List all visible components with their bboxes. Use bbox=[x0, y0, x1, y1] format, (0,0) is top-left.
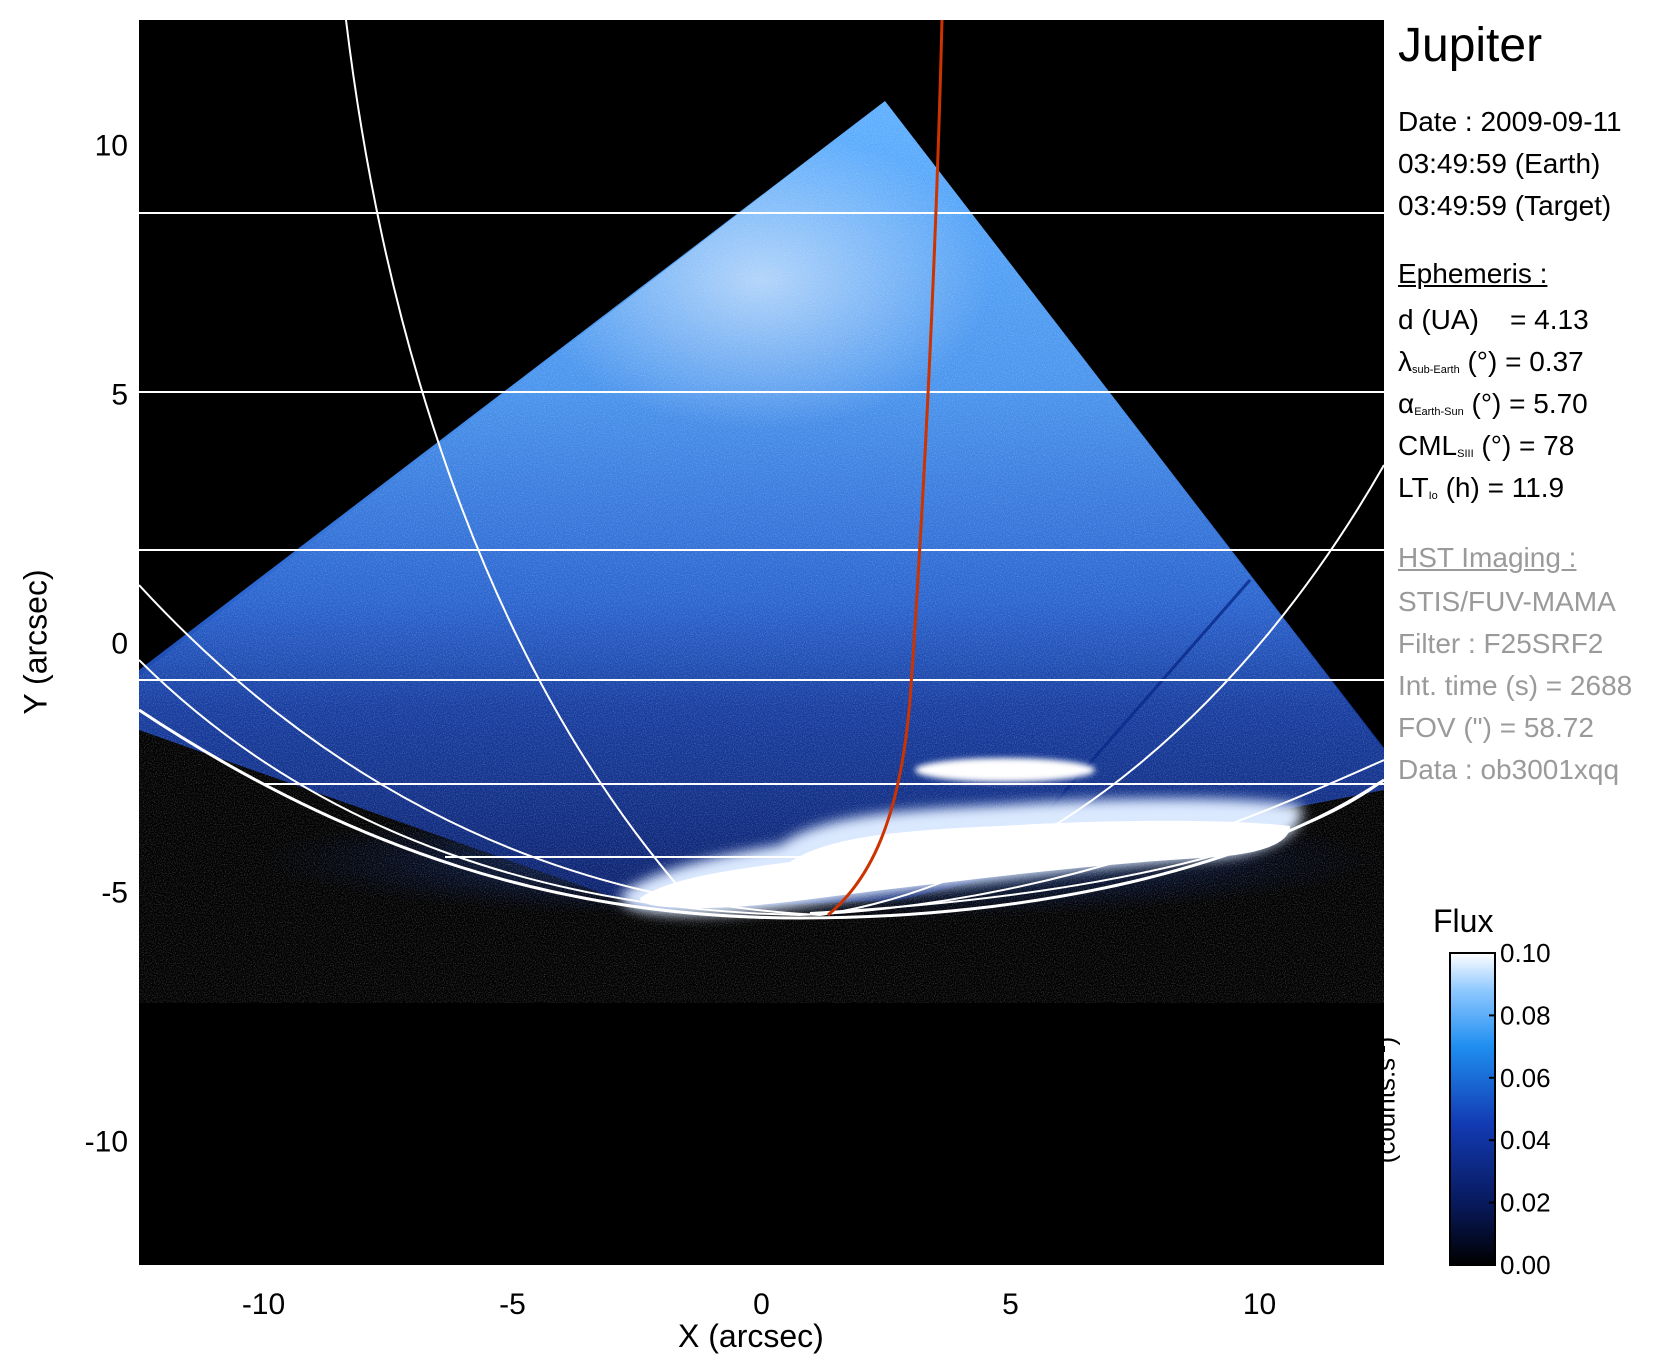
ephemeris-line: αEarth-Sun (°) = 5.70 bbox=[1398, 388, 1588, 419]
io-footprint-curve bbox=[827, 20, 944, 917]
colorbar-tick-label: 0.08 bbox=[1500, 1000, 1551, 1030]
colorbar-title: Flux bbox=[1433, 903, 1494, 939]
colorbar-tick-label: 0.00 bbox=[1500, 1250, 1551, 1280]
ephemeris-line: CMLSIII (°) = 78 bbox=[1398, 430, 1575, 461]
ephemeris-line: λsub-Earth (°) = 0.37 bbox=[1398, 346, 1584, 377]
hst-line: Int. time (s) = 2688 bbox=[1398, 670, 1633, 701]
colorbar-tick-label: 0.06 bbox=[1500, 1063, 1551, 1093]
colorbar bbox=[1449, 952, 1496, 1266]
x-tick-label: 10 bbox=[1243, 1288, 1276, 1321]
y-tick-label: 5 bbox=[111, 379, 128, 412]
y-axis-label: Y (arcsec) bbox=[17, 569, 54, 715]
time-earth: 03:49:59 (Earth) bbox=[1398, 148, 1601, 179]
x-axis-label: X (arcsec) bbox=[678, 1318, 824, 1354]
ephemeris-line: LTIo (h) = 11.9 bbox=[1398, 472, 1565, 503]
hst-line: FOV (") = 58.72 bbox=[1398, 712, 1594, 743]
y-tick-label: 10 bbox=[95, 130, 128, 163]
latitude-grid bbox=[139, 212, 1384, 858]
meridian-grid bbox=[139, 20, 1384, 920]
ephemeris-line: d (UA) = 4.13 bbox=[1398, 304, 1589, 335]
hst-line: STIS/FUV-MAMA bbox=[1398, 586, 1616, 617]
y-tick-label: -10 bbox=[85, 1126, 128, 1159]
x-tick-label: -10 bbox=[242, 1288, 285, 1321]
colorbar-unit: (counts.s-1) bbox=[1370, 1036, 1401, 1164]
target-title: Jupiter bbox=[1398, 19, 1543, 72]
y-tick-label: 0 bbox=[111, 628, 128, 661]
x-tick-labels: -10 -5 0 5 10 bbox=[242, 1288, 1276, 1321]
detector-streak bbox=[1038, 579, 1252, 821]
colorbar-ticks: 0.10 0.08 0.06 0.04 0.02 0.00 bbox=[1489, 938, 1551, 1280]
y-tick-label: -5 bbox=[101, 877, 128, 910]
x-tick-label: 5 bbox=[1002, 1288, 1019, 1321]
hst-line: Data : ob3001xqq bbox=[1398, 754, 1620, 785]
date-line: Date : 2009-09-11 bbox=[1398, 106, 1622, 137]
x-tick-label: -5 bbox=[499, 1288, 526, 1321]
hst-header: HST Imaging : bbox=[1398, 542, 1577, 573]
time-target: 03:49:59 (Target) bbox=[1398, 190, 1612, 221]
y-tick-labels: 10 5 0 -5 -10 bbox=[85, 130, 128, 1159]
colorbar-tick-label: 0.02 bbox=[1500, 1188, 1551, 1218]
planet-limb bbox=[139, 708, 1384, 920]
ephemeris-header: Ephemeris : bbox=[1398, 258, 1548, 289]
x-tick-label: 0 bbox=[753, 1288, 770, 1321]
colorbar-tick-label: 0.10 bbox=[1500, 938, 1551, 968]
hst-line: Filter : F25SRF2 bbox=[1398, 628, 1604, 659]
colorbar-tick-label: 0.04 bbox=[1500, 1125, 1551, 1155]
